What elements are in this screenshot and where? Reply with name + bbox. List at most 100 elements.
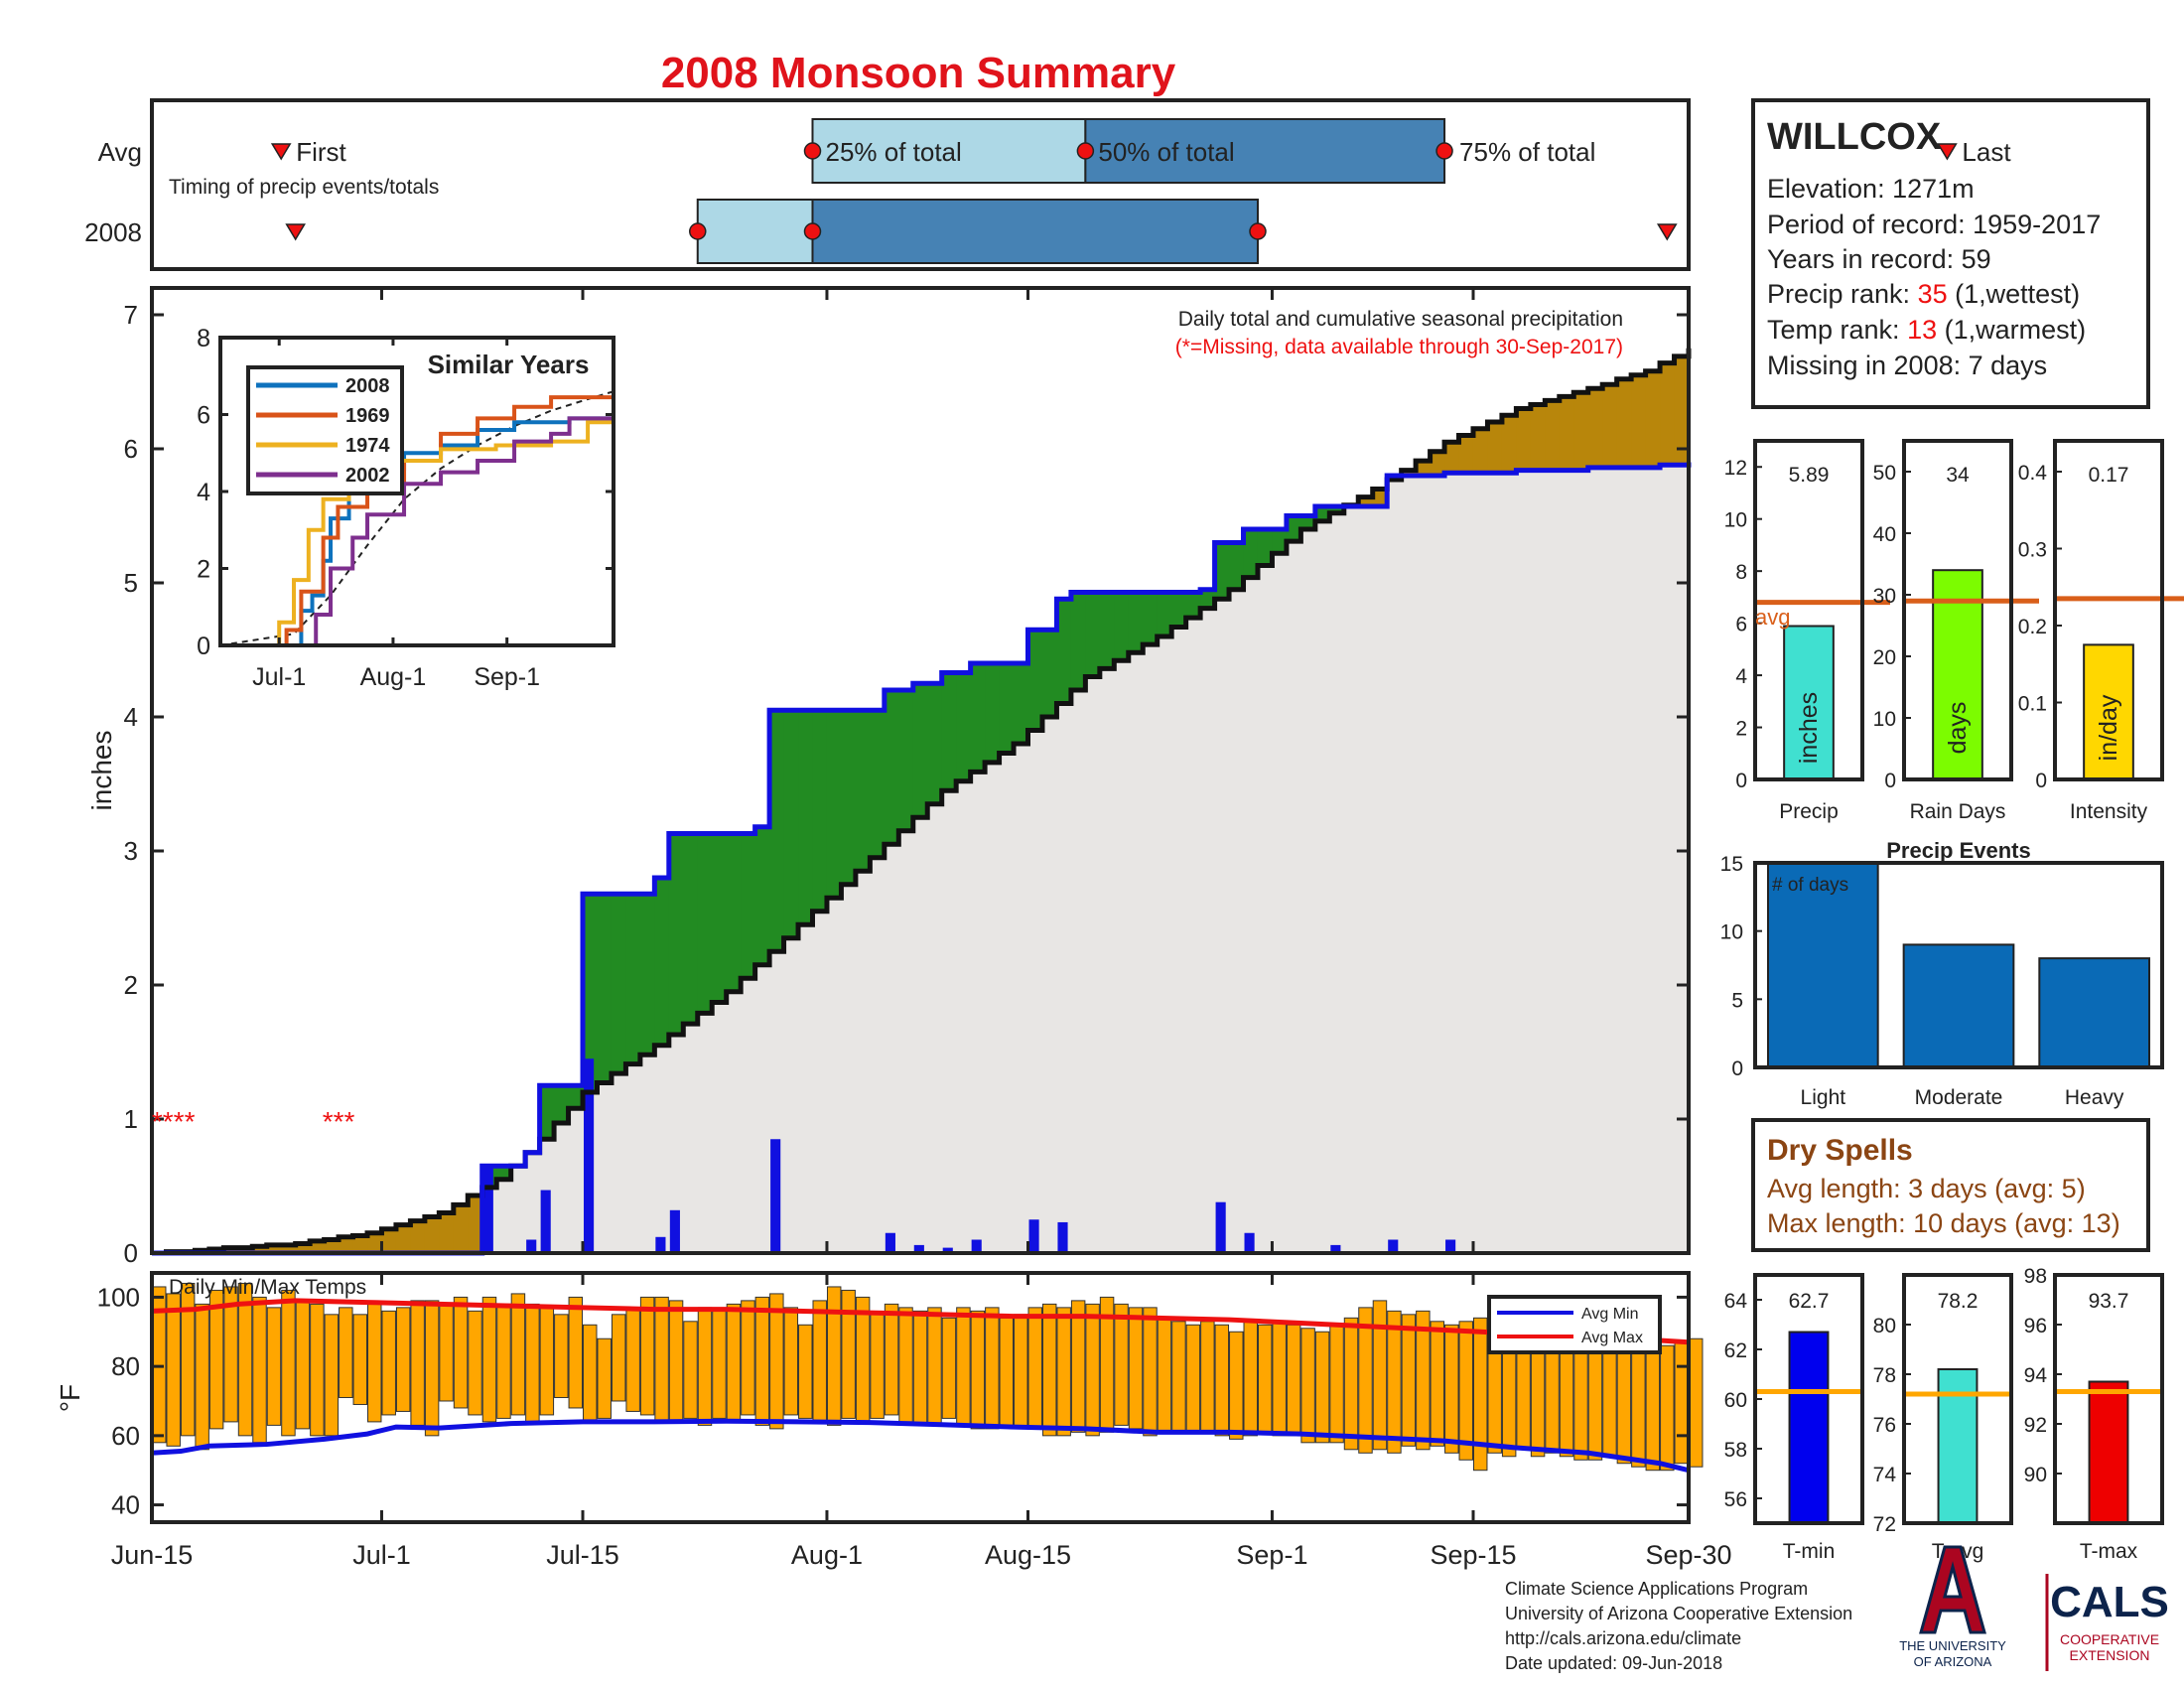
- daily-temp-bar: [339, 1307, 353, 1398]
- daily-temp-bar: [1631, 1337, 1646, 1468]
- daily-temp-bar: [712, 1310, 727, 1419]
- cumulative-2008-line: [152, 462, 1692, 1256]
- footer-extension: University of Arizona Cooperative Extens…: [1505, 1604, 1852, 1623]
- above-average-fill: [1200, 589, 1216, 609]
- daily-temp-bar: [310, 1303, 325, 1437]
- daily-temp-bar: [1027, 1307, 1042, 1430]
- above-average-fill: [611, 894, 626, 1074]
- cumulative-base-fill: [1085, 676, 1101, 1253]
- temp-summary-t-min-y-tick-label: 62: [1724, 1339, 1747, 1362]
- timing-q75-label: 75% of total: [1459, 137, 1595, 167]
- precip-events-bar-light: [1766, 862, 1879, 1068]
- daily-precip-bar: [1330, 1244, 1341, 1253]
- cumulative-base-fill: [1185, 618, 1201, 1253]
- inset-y-tick-label: 6: [197, 402, 210, 430]
- above-average-fill: [697, 833, 713, 1014]
- cumulative-base-fill: [1372, 506, 1388, 1253]
- above-average-fill: [1157, 592, 1172, 636]
- intensity-unit-label: in/day: [2095, 694, 2122, 761]
- above-average-fill: [625, 894, 641, 1064]
- year-first-event-marker: [285, 223, 306, 241]
- daily-temp-bar: [611, 1314, 626, 1402]
- temp-summary-t-avg-y-tick-label: 74: [1873, 1464, 1897, 1486]
- station-missing: Missing in 2008: 7 days: [1767, 351, 2047, 380]
- below-average-fill: [1358, 496, 1374, 507]
- year-q75-marker: [1249, 222, 1267, 240]
- daily-temp-bar: [395, 1307, 411, 1412]
- temp-legend-min-label: Avg Min: [1581, 1306, 1639, 1323]
- cumulative-base-fill: [912, 817, 928, 1253]
- cumulative-base-fill: [812, 911, 828, 1253]
- cumulative-base-fill: [1444, 473, 1460, 1253]
- station-period: Period of record: 1959-2017: [1767, 210, 2101, 239]
- y-axis-label: inches: [86, 731, 117, 811]
- rain-days-y-tick-label: 50: [1873, 462, 1896, 485]
- daily-temp-bar: [1372, 1300, 1388, 1451]
- temp-y-axis-label: °F: [55, 1384, 85, 1412]
- intensity-category-label: Intensity: [2070, 800, 2148, 823]
- precip-rank-prefix: Precip rank:: [1767, 279, 1918, 309]
- below-average-fill: [266, 1244, 282, 1253]
- temp-plot-frame: [150, 1271, 1691, 1524]
- daily-temp-bar: [266, 1307, 282, 1426]
- chart-legend-line1: Daily total and cumulative seasonal prec…: [1178, 308, 1623, 331]
- daily-temp-bar: [324, 1314, 340, 1437]
- cumulative-base-fill: [741, 978, 756, 1253]
- precip-total-y-tick-label: 12: [1724, 457, 1747, 480]
- main-plot-frame: [150, 286, 1691, 1255]
- daily-temp-bar: [769, 1293, 784, 1430]
- daily-temp-bar: [583, 1324, 598, 1423]
- daily-temp-bar: [352, 1314, 368, 1405]
- below-average-fill: [310, 1240, 326, 1253]
- above-average-fill: [639, 894, 655, 1055]
- daily-precip-bar: [770, 1139, 781, 1253]
- above-average-fill: [970, 663, 986, 773]
- cals-logo-text: CALS: [2050, 1578, 2169, 1626]
- below-average-fill: [237, 1247, 253, 1253]
- cals-logo-line2: EXTENSION: [2070, 1647, 2150, 1663]
- daily-temp-bar: [1157, 1317, 1172, 1433]
- above-average-fill: [941, 672, 957, 791]
- above-average-fill: [668, 833, 684, 1035]
- precip-events-category: Light: [1801, 1086, 1846, 1109]
- y-tick-label: 2: [124, 970, 138, 1000]
- daily-temp-bar: [1143, 1307, 1158, 1437]
- above-average-fill: [1300, 515, 1316, 529]
- below-average-fill: [1472, 428, 1488, 474]
- cumulative-base-fill: [855, 871, 871, 1253]
- avg-last-event-marker: [1937, 143, 1958, 161]
- daily-temp-bar: [754, 1296, 770, 1426]
- below-average-fill: [1631, 374, 1647, 468]
- rain-days-y-tick-label: 40: [1873, 523, 1896, 546]
- temp-rank-suffix: (1,warmest): [1937, 315, 2086, 345]
- year-last-event-marker: [1656, 223, 1678, 241]
- precip-total-bar: [1783, 625, 1835, 781]
- daily-temp-bar: [912, 1310, 928, 1426]
- cumulative-base-fill: [1616, 467, 1632, 1253]
- timing-caption: Timing of precip events/totals: [169, 176, 439, 199]
- daily-temp-bar: [237, 1282, 253, 1437]
- temp-summary-t-max-bar: [2088, 1380, 2129, 1524]
- daily-temp-bar: [1314, 1331, 1330, 1444]
- dry-spells-max-length: Max length: 10 days (avg: 13): [1767, 1208, 2120, 1238]
- below-average-fill: [1660, 362, 1676, 466]
- dry-spells-box: [1751, 1118, 2150, 1252]
- below-average-fill: [339, 1236, 354, 1253]
- above-average-fill: [985, 663, 1001, 763]
- temp-summary-t-avg-y-tick-label: 76: [1873, 1414, 1896, 1437]
- daily-temp-bar: [252, 1296, 267, 1444]
- cumulative-base-fill: [1487, 473, 1503, 1253]
- daily-precip-bar: [1215, 1201, 1226, 1253]
- below-average-fill: [424, 1216, 440, 1253]
- daily-precip-bar: [885, 1232, 895, 1253]
- temp-summary-t-max-y-tick-label: 96: [2024, 1315, 2047, 1337]
- station-years: Years in record: 59: [1767, 244, 1991, 274]
- cumulative-base-fill: [1214, 599, 1230, 1253]
- timing-avg-label: Avg: [98, 137, 142, 167]
- below-average-fill: [1674, 355, 1690, 466]
- above-average-fill: [1027, 630, 1043, 731]
- daily-temp-bar: [1272, 1321, 1287, 1437]
- precip-total-unit-label: inches: [1795, 692, 1823, 764]
- avg-max-temp-line: [151, 1298, 1690, 1345]
- cumulative-base-fill: [1329, 512, 1345, 1253]
